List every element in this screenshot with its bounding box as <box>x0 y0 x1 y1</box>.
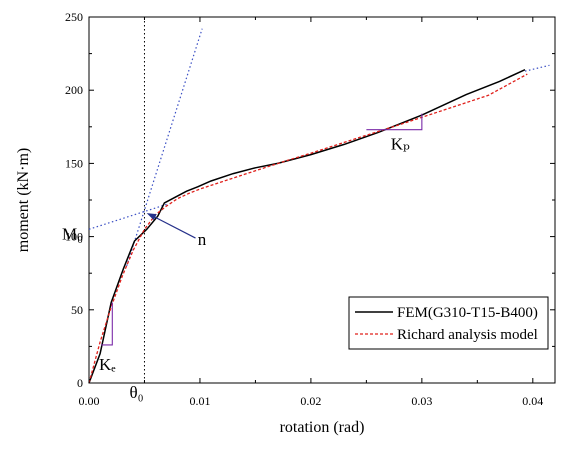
legend-label-fem: FEM(G310-T15-B400) <box>397 305 538 321</box>
y-tick-label: 50 <box>71 303 83 317</box>
annotation-kp: Kₚ <box>391 135 410 154</box>
x-tick-label: 0.03 <box>411 394 432 408</box>
annotation-m0: M₀ <box>62 224 83 243</box>
y-tick-label: 0 <box>77 376 83 390</box>
series-layer <box>88 69 528 384</box>
y-tick-label: 150 <box>65 156 83 170</box>
annotation-n: n <box>198 230 207 249</box>
legend-label-richard: Richard analysis model <box>397 327 538 343</box>
legend: FEM(G310-T15-B400) Richard analysis mode… <box>348 296 549 350</box>
n-arrow-head <box>146 213 157 221</box>
kp-triangle <box>366 113 423 131</box>
series-fem-line <box>88 69 526 384</box>
legend-box <box>348 296 549 350</box>
x-tick-label: 0.00 <box>79 394 100 408</box>
y-axis-ticks: 0 50 100 150 200 250 <box>65 10 555 390</box>
x-tick-label: 0.01 <box>189 394 210 408</box>
ke-extension-line <box>126 28 203 267</box>
y-tick-label: 250 <box>65 10 83 24</box>
ke-triangle <box>101 302 113 346</box>
y-tick-label: 200 <box>65 83 83 97</box>
annotation-theta0: θ₀ <box>129 383 143 402</box>
y-axis-title: moment (kN·m) <box>15 148 32 252</box>
annotation-layer <box>101 113 423 346</box>
kp-extension-end <box>524 64 550 72</box>
x-tick-label: 0.04 <box>522 394 543 408</box>
guide-lines <box>88 17 550 383</box>
x-tick-label: 0.02 <box>300 394 321 408</box>
x-axis-ticks: 0.00 0.01 0.02 0.03 0.04 <box>79 17 543 408</box>
annotation-ke: Kₑ <box>99 355 116 374</box>
x-axis-title: rotation (rad) <box>280 419 365 436</box>
n-arrow-line <box>149 214 196 239</box>
y-tick-label: 100 <box>65 230 83 244</box>
series-richard-line <box>88 73 528 384</box>
kp-extension-line <box>88 203 167 230</box>
